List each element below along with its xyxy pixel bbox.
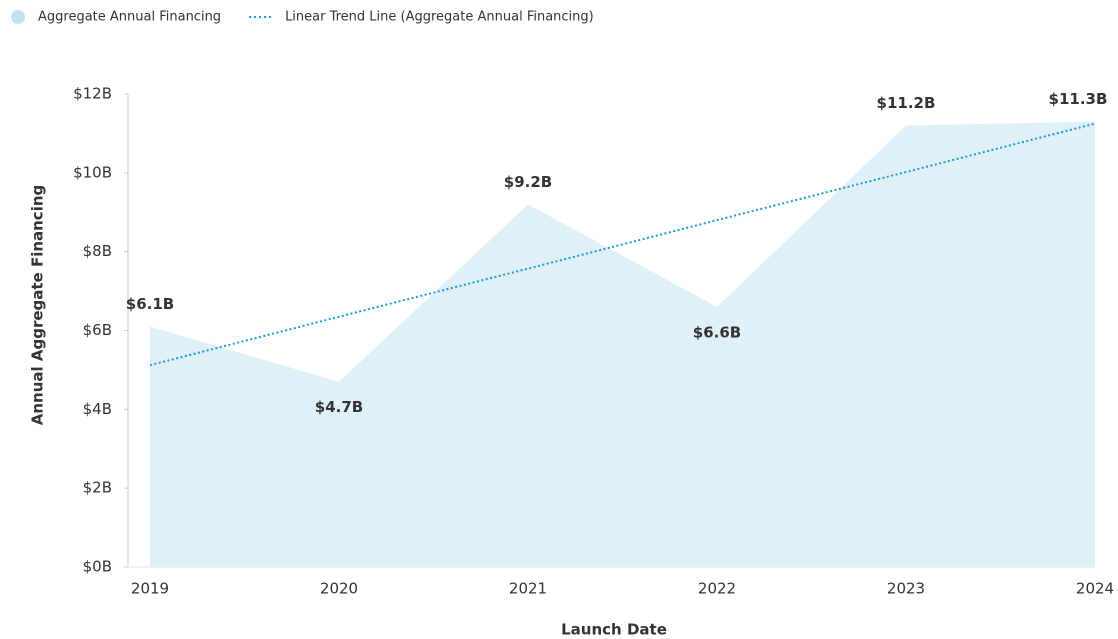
y-tick-label: $4B: [83, 400, 112, 418]
data-label: $11.2B: [877, 94, 936, 112]
data-label: $9.2B: [504, 173, 552, 191]
x-tick-label: 2020: [320, 580, 358, 598]
legend-label: Aggregate Annual Financing: [38, 10, 221, 25]
y-axis-title: Annual Aggregate Financing: [29, 185, 47, 426]
y-tick-label: $2B: [83, 479, 112, 497]
x-tick-label: 2022: [698, 580, 736, 598]
x-axis-title: Launch Date: [561, 621, 667, 639]
data-label: $6.1B: [126, 295, 174, 313]
data-label: $11.3B: [1049, 90, 1108, 108]
x-tick-label: 2024: [1076, 580, 1114, 598]
area: [150, 121, 1095, 567]
x-tick-label: 2023: [887, 580, 925, 598]
x-tick-label: 2019: [131, 580, 169, 598]
legend-swatch: [11, 10, 25, 24]
data-label: $6.6B: [693, 323, 741, 341]
y-tick-label: $6B: [83, 321, 112, 339]
trend-line: [149, 122, 1096, 367]
x-tick-label: 2021: [509, 580, 547, 598]
data-label: $4.7B: [315, 398, 363, 416]
y-tick-label: $12B: [73, 85, 112, 103]
y-tick-label: $0B: [83, 558, 112, 576]
y-tick-label: $8B: [83, 242, 112, 260]
y-tick-label: $10B: [73, 163, 112, 181]
legend-label: Linear Trend Line (Aggregate Annual Fina…: [285, 10, 594, 25]
